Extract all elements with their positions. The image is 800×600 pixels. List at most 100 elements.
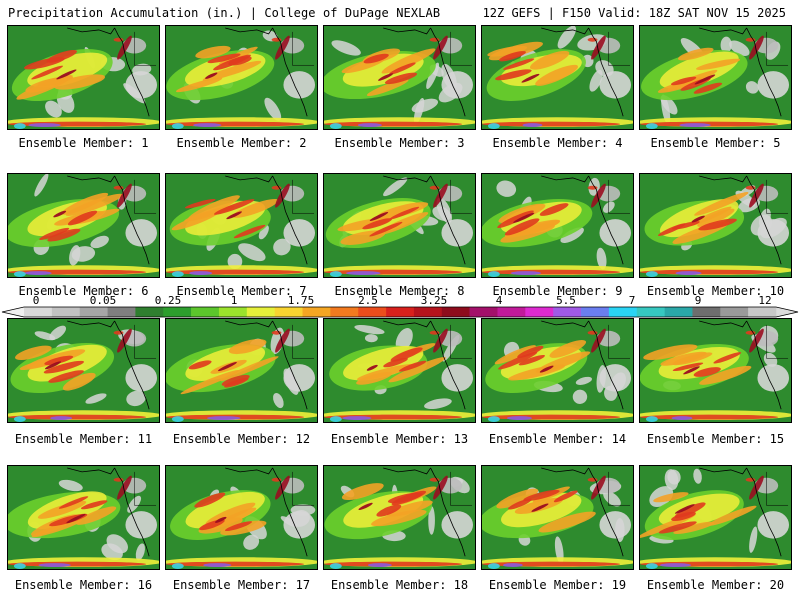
precip-area bbox=[384, 72, 418, 85]
scale-swatch bbox=[553, 307, 582, 317]
precip-area bbox=[226, 211, 242, 220]
precip-area bbox=[589, 69, 603, 92]
ensemble-map-panel bbox=[165, 25, 318, 130]
precip-area bbox=[388, 357, 446, 383]
precip-area bbox=[513, 212, 535, 223]
precip-area bbox=[71, 246, 96, 262]
coastline bbox=[67, 467, 115, 475]
ensemble-member-label: Ensemble Member: 4 bbox=[492, 136, 623, 150]
precip-area bbox=[213, 54, 251, 71]
precip-area bbox=[271, 477, 282, 482]
header-title-left: Precipitation Accumulation (in.) | Colle… bbox=[8, 6, 441, 20]
scale-tick-label: 12 bbox=[758, 294, 772, 307]
precip-area bbox=[399, 360, 427, 372]
border-line bbox=[450, 31, 473, 66]
precip-area bbox=[184, 199, 216, 209]
border-line bbox=[292, 31, 315, 66]
scale-swatch bbox=[358, 307, 387, 317]
precip-area bbox=[645, 271, 658, 277]
ensemble-member-label: Ensemble Member: 19 bbox=[488, 578, 627, 592]
precip-area bbox=[273, 238, 291, 256]
ensemble-map-panel bbox=[323, 318, 476, 423]
precip-area bbox=[56, 69, 77, 80]
coastline bbox=[588, 467, 624, 557]
coastline bbox=[67, 320, 115, 328]
precip-area bbox=[126, 390, 146, 407]
ensemble-member-label: Ensemble Member: 17 bbox=[172, 578, 311, 592]
precip-area bbox=[658, 521, 697, 534]
precip-map bbox=[640, 174, 791, 277]
precip-area bbox=[487, 123, 500, 129]
precip-area bbox=[433, 328, 448, 353]
precip-area bbox=[538, 511, 596, 533]
ensemble-member-label: Ensemble Member: 2 bbox=[176, 136, 307, 150]
precip-area bbox=[640, 414, 779, 420]
scale-tick-label: 2.5 bbox=[358, 294, 378, 307]
precip-area bbox=[363, 53, 389, 64]
precip-area bbox=[258, 225, 269, 240]
coastline bbox=[430, 467, 466, 557]
precip-area bbox=[85, 393, 107, 404]
precip-map bbox=[640, 26, 791, 129]
precip-area bbox=[271, 37, 282, 42]
precip-area bbox=[487, 45, 528, 57]
scale-swatch bbox=[497, 307, 526, 317]
precip-area bbox=[504, 218, 540, 236]
precip-area bbox=[523, 489, 560, 502]
precip-area bbox=[729, 40, 750, 56]
scale-swatch bbox=[581, 307, 610, 317]
precip-area bbox=[238, 243, 266, 262]
border-line bbox=[292, 324, 315, 359]
precip-map bbox=[482, 26, 633, 129]
ensemble-map-panel bbox=[639, 173, 792, 278]
precip-area bbox=[640, 561, 779, 567]
coastline bbox=[67, 175, 115, 183]
precip-area bbox=[54, 74, 106, 90]
precip-area bbox=[395, 328, 413, 352]
coastline bbox=[699, 27, 747, 35]
ensemble-map-panel bbox=[7, 173, 160, 278]
precip-area bbox=[429, 185, 440, 190]
ensemble-map-panel bbox=[639, 25, 792, 130]
precip-area bbox=[487, 271, 500, 277]
precip-area bbox=[117, 328, 132, 353]
precip-area bbox=[166, 561, 305, 567]
precip-area bbox=[369, 221, 403, 237]
precip-area bbox=[232, 198, 279, 218]
ensemble-member-label: Ensemble Member: 10 bbox=[646, 284, 785, 298]
border-line bbox=[450, 324, 473, 359]
precip-area bbox=[693, 367, 721, 377]
coastline bbox=[272, 175, 308, 265]
precip-area bbox=[39, 227, 70, 240]
precip-area bbox=[80, 500, 108, 510]
precip-area bbox=[413, 98, 425, 124]
precip-map bbox=[324, 466, 475, 569]
precip-area bbox=[37, 76, 74, 86]
precip-area bbox=[745, 185, 756, 190]
scale-swatch bbox=[636, 307, 665, 317]
precip-area bbox=[510, 271, 542, 276]
precip-area bbox=[495, 69, 532, 81]
precip-area bbox=[166, 121, 305, 127]
precip-area bbox=[591, 183, 606, 208]
precip-area bbox=[531, 503, 549, 512]
precip-area bbox=[194, 492, 226, 508]
precip-area bbox=[58, 479, 83, 492]
precip-area bbox=[522, 123, 543, 128]
precip-area bbox=[671, 221, 700, 230]
precip-map bbox=[640, 466, 791, 569]
precip-area bbox=[708, 505, 757, 526]
precip-area bbox=[34, 174, 49, 197]
precip-map bbox=[482, 174, 633, 277]
precip-area bbox=[602, 201, 615, 213]
precip-area bbox=[720, 36, 732, 54]
ensemble-map-panel bbox=[481, 173, 634, 278]
scale-frame bbox=[1, 306, 799, 318]
scale-swatch bbox=[413, 307, 443, 317]
precip-area bbox=[749, 328, 764, 353]
coastline bbox=[699, 467, 747, 475]
precip-area bbox=[749, 526, 758, 553]
precip-area bbox=[749, 475, 764, 500]
precip-area bbox=[549, 340, 587, 358]
precip-area bbox=[324, 121, 463, 127]
